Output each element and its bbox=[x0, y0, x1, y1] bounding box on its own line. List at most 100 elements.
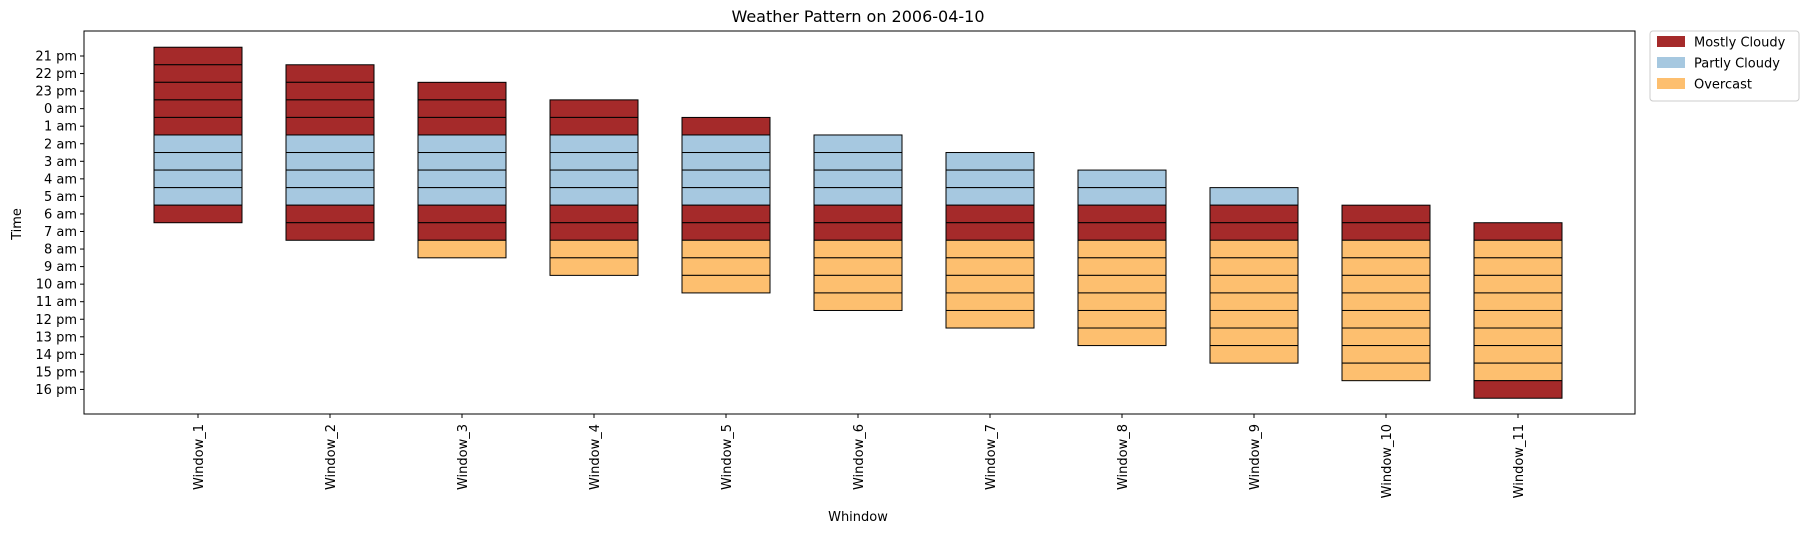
bar-segment-partly-cloudy bbox=[549, 134, 639, 154]
bar-segment-mostly-cloudy bbox=[681, 116, 771, 136]
bar-segment-mostly-cloudy bbox=[681, 204, 771, 224]
bar-segment-mostly-cloudy bbox=[1473, 222, 1563, 241]
bar-segment-partly-cloudy bbox=[549, 152, 639, 171]
legend-swatch-partly-cloudy bbox=[1657, 57, 1685, 68]
bar-segment-mostly-cloudy bbox=[285, 81, 375, 101]
bar-segment-overcast bbox=[945, 309, 1035, 329]
bar-segment-overcast bbox=[945, 292, 1035, 311]
y-tick-label: 14 pm bbox=[35, 348, 77, 363]
bar-segment-mostly-cloudy bbox=[549, 222, 639, 241]
bar-segment-mostly-cloudy bbox=[153, 99, 243, 118]
bar-segment-overcast bbox=[1209, 345, 1299, 364]
y-tick-label: 7 am bbox=[44, 225, 77, 240]
bar-segment-overcast bbox=[1077, 257, 1167, 276]
bar-segment-overcast bbox=[1341, 239, 1431, 259]
chart-title: Weather Pattern on 2006-04-10 bbox=[731, 7, 984, 26]
y-tick-label: 10 am bbox=[36, 278, 77, 293]
bar-segment-partly-cloudy bbox=[813, 187, 903, 206]
bar-segment-partly-cloudy bbox=[417, 169, 507, 189]
bar-segment-overcast bbox=[1209, 274, 1299, 294]
y-tick-label: 16 pm bbox=[35, 383, 77, 398]
bar-segment-overcast bbox=[1473, 362, 1563, 382]
bar-segment-partly-cloudy bbox=[813, 169, 903, 189]
bar-segment-overcast bbox=[681, 274, 771, 294]
bar-segment-mostly-cloudy bbox=[417, 204, 507, 224]
x-tick-label: Window_3 bbox=[456, 424, 471, 490]
bar-segment-overcast bbox=[1077, 327, 1167, 347]
y-tick-label: 15 pm bbox=[35, 365, 77, 380]
x-tick-label: Window_10 bbox=[1380, 424, 1395, 498]
bar-segment-mostly-cloudy bbox=[1341, 204, 1431, 224]
bar-segment-partly-cloudy bbox=[681, 134, 771, 154]
legend: Mostly Cloudy Partly Cloudy Overcast bbox=[1649, 30, 1800, 102]
x-tick-label: Window_8 bbox=[1116, 424, 1131, 490]
y-tick-label: 12 pm bbox=[35, 313, 77, 328]
x-tick-label: Window_11 bbox=[1512, 424, 1527, 498]
bar-segment-mostly-cloudy bbox=[813, 204, 903, 224]
bar-segment-overcast bbox=[549, 257, 639, 276]
y-tick-label: 6 am bbox=[44, 207, 77, 222]
y-tick-label: 1 am bbox=[44, 120, 77, 135]
bar-segment-mostly-cloudy bbox=[549, 204, 639, 224]
bar-segment-partly-cloudy bbox=[1209, 187, 1299, 206]
x-tick-label: Window_2 bbox=[324, 424, 339, 490]
bar-segment-overcast bbox=[1209, 327, 1299, 347]
bar-segment-mostly-cloudy bbox=[153, 64, 243, 83]
y-tick-label: 22 pm bbox=[35, 67, 77, 82]
x-axis-label: Whindow bbox=[828, 510, 888, 525]
bar-segment-mostly-cloudy bbox=[285, 64, 375, 83]
bar-segment-mostly-cloudy bbox=[153, 46, 243, 66]
bar-segment-overcast bbox=[1209, 309, 1299, 329]
bar-segment-mostly-cloudy bbox=[549, 116, 639, 136]
bar-segment-partly-cloudy bbox=[153, 152, 243, 171]
bar-segment-mostly-cloudy bbox=[417, 116, 507, 136]
bar-segment-partly-cloudy bbox=[813, 152, 903, 171]
y-tick-label: 8 am bbox=[44, 243, 77, 258]
x-tick-label: Window_1 bbox=[192, 424, 207, 490]
bar-segment-overcast bbox=[1341, 274, 1431, 294]
y-tick-label: 21 pm bbox=[35, 50, 77, 65]
x-axis: Window_1 Window_2 Window_3 Window_4 Window_5… bbox=[192, 414, 1527, 498]
bar-segment-partly-cloudy bbox=[681, 187, 771, 206]
bar-segment-mostly-cloudy bbox=[285, 116, 375, 136]
bar-segment-overcast bbox=[681, 239, 771, 259]
bar-segment-overcast bbox=[1473, 292, 1563, 311]
bar-segment-partly-cloudy bbox=[153, 187, 243, 206]
bar-segment-overcast bbox=[1473, 239, 1563, 259]
bar-segment-overcast bbox=[1209, 292, 1299, 311]
bar-segment-mostly-cloudy bbox=[153, 204, 243, 224]
bar-segment-mostly-cloudy bbox=[945, 204, 1035, 224]
bar-segment-overcast bbox=[1077, 292, 1167, 311]
bar-segment-partly-cloudy bbox=[153, 134, 243, 154]
y-tick-label: 0 am bbox=[44, 102, 77, 117]
legend-label: Mostly Cloudy bbox=[1694, 36, 1786, 51]
bar-segment-overcast bbox=[1209, 239, 1299, 259]
bar-segment-partly-cloudy bbox=[417, 134, 507, 154]
legend-swatch-mostly-cloudy bbox=[1657, 36, 1685, 47]
x-tick-label: Window_9 bbox=[1248, 424, 1263, 490]
bar-segment-overcast bbox=[1341, 327, 1431, 347]
bar-segment-mostly-cloudy bbox=[153, 116, 243, 136]
bar-segment-overcast bbox=[417, 239, 507, 259]
bar-segment-mostly-cloudy bbox=[549, 99, 639, 118]
y-tick-label: 9 am bbox=[44, 260, 77, 275]
bar-segment-mostly-cloudy bbox=[285, 99, 375, 118]
bar-segment-partly-cloudy bbox=[1077, 187, 1167, 206]
bar-segment-partly-cloudy bbox=[153, 169, 243, 189]
bar-segment-overcast bbox=[1341, 309, 1431, 329]
y-tick-label: 13 pm bbox=[35, 330, 77, 345]
bar-segment-overcast bbox=[681, 257, 771, 276]
bar-segment-partly-cloudy bbox=[681, 152, 771, 171]
bar-segment-mostly-cloudy bbox=[681, 222, 771, 241]
bar-segment-overcast bbox=[945, 274, 1035, 294]
x-tick-label: Window_6 bbox=[852, 424, 867, 490]
y-tick-label: 11 am bbox=[36, 295, 77, 310]
bar-segment-partly-cloudy bbox=[1077, 169, 1167, 189]
bar-segment-partly-cloudy bbox=[285, 134, 375, 154]
y-tick-label: 3 am bbox=[44, 155, 77, 170]
bar-segment-partly-cloudy bbox=[417, 152, 507, 171]
x-tick-label: Window_4 bbox=[588, 424, 603, 490]
bar-segment-overcast bbox=[549, 239, 639, 259]
bar-segment-overcast bbox=[1341, 362, 1431, 382]
